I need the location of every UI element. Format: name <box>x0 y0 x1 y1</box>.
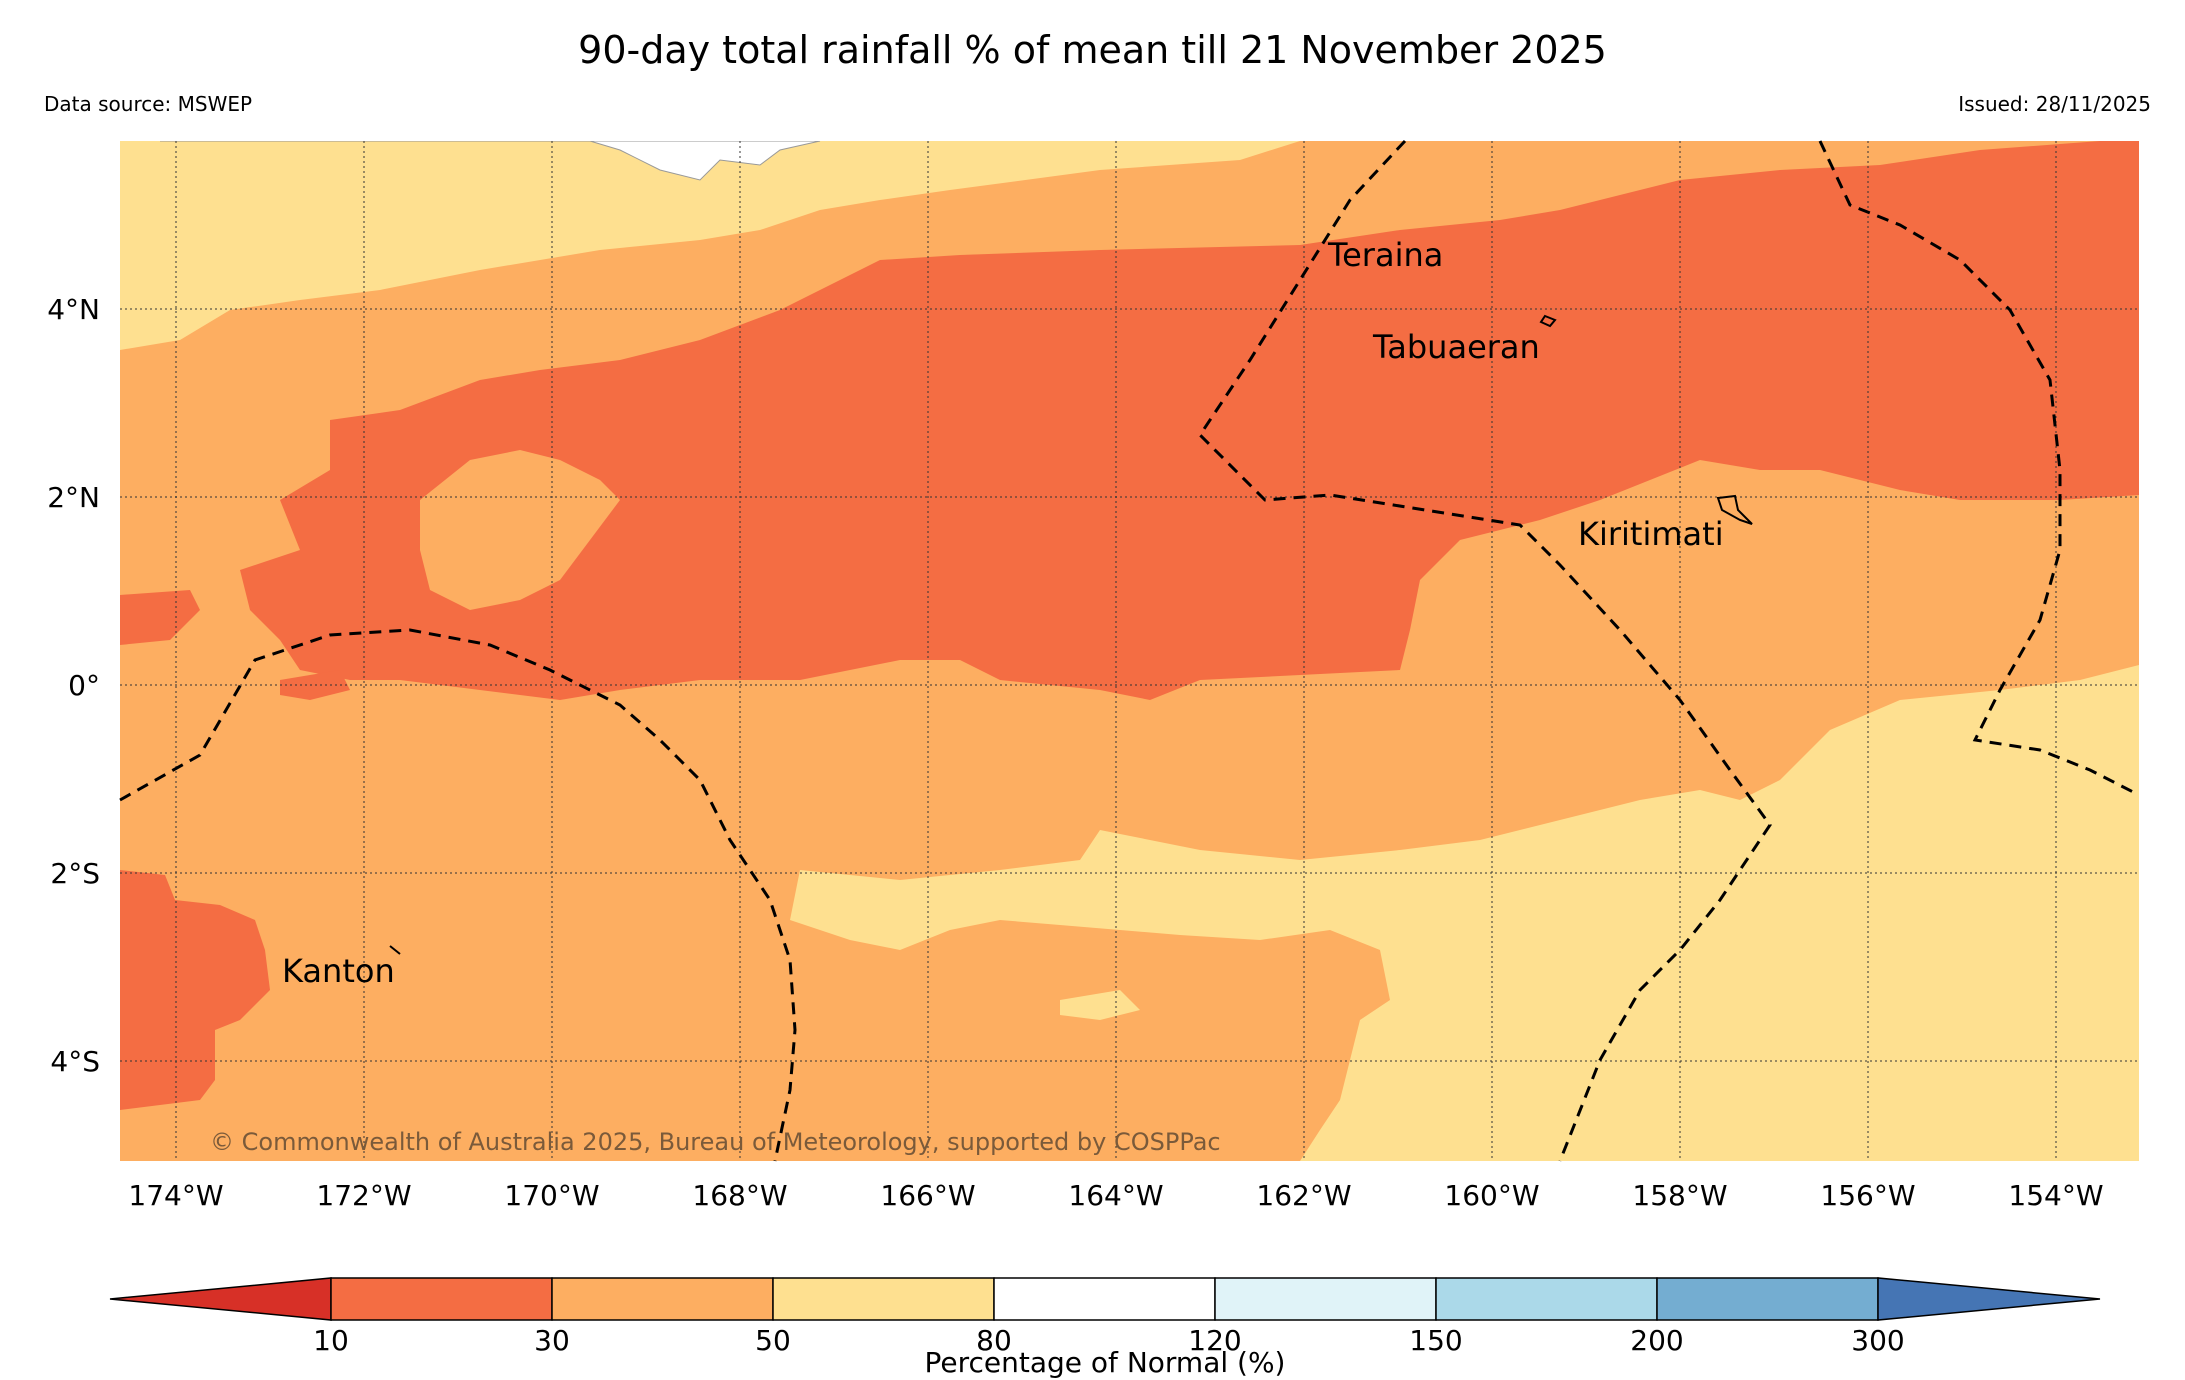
lat-tick-label: 2°S <box>50 857 100 890</box>
colorbar-extend-low <box>109 1277 332 1321</box>
band-10-30-main <box>240 141 2139 700</box>
band-30-50-island <box>420 450 620 610</box>
lat-tick-label: 0° <box>68 669 100 702</box>
band-10-30-kanton <box>120 870 270 1110</box>
lon-tick-label: 156°W <box>1820 1179 1915 1212</box>
lon-tick-label: 158°W <box>1632 1179 1727 1212</box>
lon-tick-label: 154°W <box>2008 1179 2103 1212</box>
lat-tick-label: 2°N <box>47 481 100 514</box>
colorbar-segment <box>551 1277 774 1321</box>
colorbar-tick-labels: 10 30 50 80 120 150 200 300 <box>313 1324 1905 1357</box>
lon-tick-label: 172°W <box>316 1179 411 1212</box>
band-50-80-patch <box>1060 990 1140 1020</box>
colorbar-segment <box>330 1277 553 1321</box>
colorbar-tick-label: 30 <box>534 1324 570 1357</box>
colorbar-tick-label: 120 <box>1188 1324 1241 1357</box>
place-kiritimati: Kiritimati <box>1578 515 1724 553</box>
colorbar-tick-label: 10 <box>313 1324 349 1357</box>
place-teraina: Teraina <box>1327 236 1443 274</box>
colorbar-segment <box>1435 1277 1658 1321</box>
lon-tick-label: 170°W <box>504 1179 599 1212</box>
gridlines <box>120 141 2139 1161</box>
colorbar-tick-label: 150 <box>1409 1324 1462 1357</box>
lon-tick-labels: 174°W 172°W 170°W 168°W 166°W 164°W 162°… <box>128 1179 2103 1212</box>
colorbar-tick-label: 300 <box>1851 1324 1904 1357</box>
map-title: 90-day total rainfall % of mean till 21 … <box>578 28 1607 72</box>
colorbar-segment <box>1656 1277 1879 1321</box>
colorbar-segment <box>1214 1277 1437 1321</box>
lon-tick-label: 166°W <box>880 1179 975 1212</box>
colorbar-tick-label: 80 <box>976 1324 1012 1357</box>
data-source-label: Data source: MSWEP <box>44 92 253 116</box>
tabuaeran-island <box>1539 314 1557 328</box>
colorbar-label: Percentage of Normal (%) <box>925 1346 1286 1379</box>
colorbar-extend-high <box>1877 1277 2101 1321</box>
no-data-area <box>160 141 821 181</box>
copyright-notice: © Commonwealth of Australia 2025, Bureau… <box>210 1128 1221 1156</box>
lat-tick-label: 4°N <box>47 293 100 326</box>
lon-tick-label: 174°W <box>128 1179 223 1212</box>
place-tabuaeran: Tabuaeran <box>1372 328 1540 366</box>
kanton-island <box>389 945 401 955</box>
band-10-30-west <box>120 590 200 645</box>
issued-date-label: Issued: 28/11/2025 <box>1958 92 2151 116</box>
lon-tick-label: 160°W <box>1444 1179 1539 1212</box>
colorbar-tick-label: 50 <box>755 1324 791 1357</box>
colorbar <box>109 1277 2101 1321</box>
colorbar-segment <box>993 1277 1216 1321</box>
colorbar-tick-label: 200 <box>1630 1324 1683 1357</box>
colorbar-segment <box>772 1277 995 1321</box>
kiritimati-island <box>1716 494 1753 525</box>
lon-tick-label: 168°W <box>692 1179 787 1212</box>
lon-tick-label: 164°W <box>1068 1179 1163 1212</box>
lat-tick-label: 4°S <box>50 1045 100 1078</box>
place-kanton: Kanton <box>282 952 395 990</box>
eez-boundaries <box>119 139 2140 1162</box>
lon-tick-label: 162°W <box>1256 1179 1351 1212</box>
lat-tick-labels: 4°N 2°N 0° 2°S 4°S <box>47 293 100 1078</box>
rainfall-fields <box>120 141 2139 1161</box>
